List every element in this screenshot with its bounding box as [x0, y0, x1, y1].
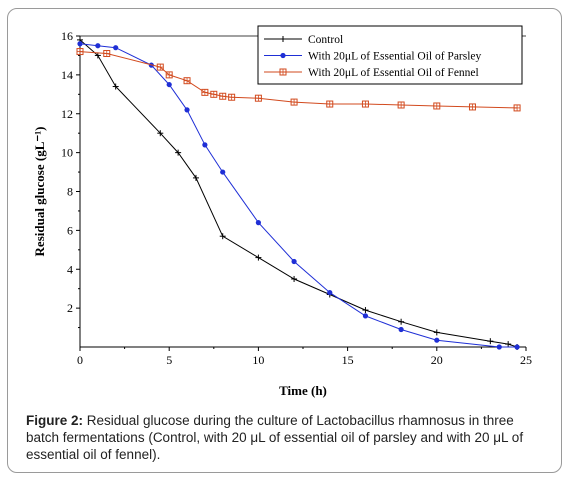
x-tick-label: 0: [77, 353, 83, 367]
legend-label-fennel: With 20μL of Essential Oil of Fennel: [308, 67, 479, 79]
figure-frame: [7, 8, 562, 473]
data-point-parsley: [398, 326, 404, 333]
residual-glucose-chart: 2 4 6 8 10 12 14 16 0 5 10 15 20 25 Time (h) Residual g…: [32, 25, 532, 398]
data-point-fennel: [165, 71, 173, 79]
data-point-parsley: [202, 142, 208, 148]
data-point-control: [362, 307, 369, 314]
series-control-line: [79, 39, 518, 348]
data-point-fennel: [433, 102, 441, 110]
y-tick-label: 2: [67, 301, 73, 315]
caption-label: Figure 2:: [26, 413, 84, 428]
data-point-fennel: [513, 104, 521, 112]
figure-caption: Figure 2: Residual glucose during the cu…: [26, 412, 548, 463]
data-point-fennel: [468, 103, 476, 111]
legend-label-parsley: With 20μL of Essential Oil of Parsley: [308, 51, 482, 63]
data-point-parsley: [95, 43, 101, 49]
data-point-parsley: [434, 337, 440, 343]
x-tick-label: 15: [342, 353, 354, 367]
data-point-parsley: [166, 81, 172, 88]
x-axis-title: Time (h): [279, 383, 327, 398]
data-point-fennel: [326, 100, 334, 108]
data-point-parsley: [255, 220, 261, 226]
data-point-control: [487, 338, 494, 345]
data-point-fennel: [103, 49, 111, 57]
data-point-control: [219, 233, 226, 240]
data-point-fennel: [156, 63, 164, 71]
y-tick-label: 12: [61, 107, 73, 121]
data-point-control: [398, 318, 405, 325]
series-parsley-line: [79, 43, 518, 348]
data-point-parsley: [184, 107, 190, 113]
y-tick-label: 8: [67, 185, 73, 199]
y-tick-label: 14: [61, 68, 73, 82]
data-point-control: [175, 149, 182, 156]
data-point-control: [157, 130, 164, 137]
series-parsley: [77, 41, 520, 350]
data-point-control: [433, 329, 440, 336]
data-point-control: [291, 275, 298, 282]
data-point-parsley: [514, 344, 520, 350]
data-point-control: [112, 83, 119, 90]
x-tick-label: 10: [252, 353, 264, 367]
data-point-control: [505, 341, 512, 348]
data-point-parsley: [77, 41, 83, 47]
legend-label-control: Control: [308, 34, 343, 46]
data-point-parsley: [220, 169, 226, 175]
data-point-fennel: [219, 92, 227, 100]
y-tick-label: 4: [67, 262, 73, 276]
x-tick-label: 25: [520, 353, 532, 367]
legend-marker-control: [280, 36, 286, 42]
data-point-parsley: [291, 258, 297, 265]
data-point-parsley: [496, 344, 502, 350]
data-point-fennel: [254, 94, 262, 102]
data-point-fennel: [290, 98, 298, 106]
y-tick-label: 16: [61, 29, 73, 43]
y-tick-label: 6: [67, 223, 73, 237]
x-tick-label: 5: [166, 353, 172, 367]
y-axis-title: Residual glucose (gL⁻¹): [32, 127, 47, 257]
data-point-fennel: [361, 100, 369, 108]
data-point-control: [255, 254, 262, 261]
data-point-fennel: [397, 101, 405, 109]
y-tick-label: 10: [61, 146, 73, 160]
data-point-control: [192, 174, 199, 181]
data-point-fennel: [183, 77, 191, 85]
data-point-fennel: [228, 93, 236, 101]
data-point-control: [94, 52, 101, 59]
series-fennel: [76, 48, 521, 112]
data-point-fennel: [201, 88, 209, 96]
data-point-parsley: [113, 45, 119, 51]
caption-text: Residual glucose during the culture of L…: [26, 413, 524, 462]
data-point-fennel: [210, 90, 218, 98]
x-tick-label: 20: [431, 353, 443, 367]
data-point-parsley: [362, 313, 369, 319]
data-point-fennel: [76, 48, 84, 56]
legend-marker-parsley: [280, 52, 286, 59]
legend-marker-fennel: [279, 68, 287, 76]
series-control: [77, 36, 521, 350]
data-point-parsley: [327, 289, 333, 296]
